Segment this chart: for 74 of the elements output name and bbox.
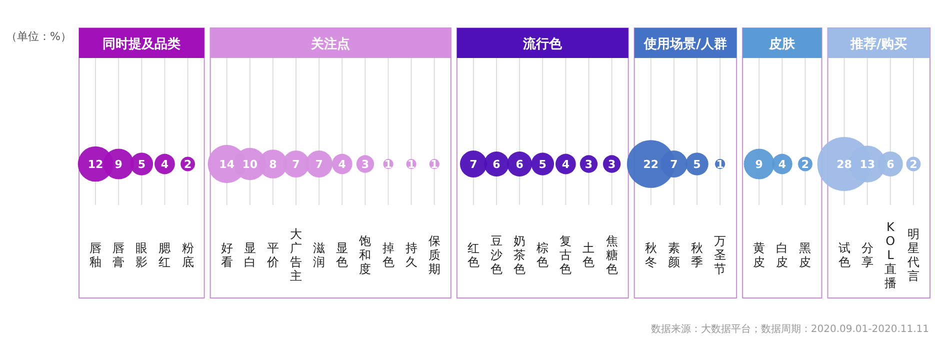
category-label: 黄皮 xyxy=(753,241,766,269)
category-label: 保质期 xyxy=(428,234,440,276)
data-label: 2 xyxy=(184,158,192,171)
data-label: 3 xyxy=(361,158,370,171)
text: 皮肤 xyxy=(768,37,796,52)
data-label: 7 xyxy=(470,158,478,171)
text: 流行色 xyxy=(522,36,564,52)
data-label: 7 xyxy=(670,158,678,171)
category-label: 万圣节 xyxy=(714,234,726,276)
data-label: 7 xyxy=(315,158,323,171)
text: 同时提及品类 xyxy=(102,37,181,52)
data-label: 10 xyxy=(242,158,258,171)
category-label: 豆沙色 xyxy=(490,234,502,276)
data-label: 5 xyxy=(693,158,701,171)
data-label: 4 xyxy=(338,158,346,171)
category-label: 秋季 xyxy=(690,241,703,269)
data-label: 6 xyxy=(492,158,501,171)
category-label: 显白 xyxy=(244,241,256,269)
category-label: 棕色 xyxy=(536,241,549,269)
category-label: 持久 xyxy=(405,241,418,269)
data-label: 13 xyxy=(860,158,876,171)
category-label: 显色 xyxy=(336,241,348,269)
data-label: 1 xyxy=(716,158,724,171)
category-label: 土色 xyxy=(582,241,595,269)
category-label: 黑皮 xyxy=(799,241,812,269)
data-label: 4 xyxy=(160,158,169,171)
data-label: 3 xyxy=(584,158,593,171)
data-label: 6 xyxy=(516,158,524,171)
text: 推荐/购买 xyxy=(850,36,908,52)
category-label: 秋冬 xyxy=(644,241,657,269)
category-label: 素颜 xyxy=(668,241,680,269)
category-label: 平价 xyxy=(266,241,279,269)
category-label: 粉底 xyxy=(182,241,194,269)
data-label: 28 xyxy=(836,158,852,171)
data-label: 3 xyxy=(608,158,616,171)
data-label: 7 xyxy=(292,158,300,171)
category-label: 试色 xyxy=(838,241,850,269)
category-label: KOL直播 xyxy=(884,220,896,290)
data-label: 4 xyxy=(562,158,570,171)
category-label: 掉色 xyxy=(382,241,394,269)
data-label: 2 xyxy=(801,158,810,171)
data-label: 22 xyxy=(643,158,659,171)
text: 关注点 xyxy=(310,36,350,52)
category-label: 饱和度 xyxy=(358,234,372,276)
data-label: 8 xyxy=(269,158,277,171)
category-label: 分享 xyxy=(861,241,874,269)
data-label: 5 xyxy=(538,158,546,171)
category-label: 明星代言 xyxy=(906,227,920,283)
data-label: 1 xyxy=(407,158,416,171)
category-label: 复古色 xyxy=(560,234,572,276)
data-label: 14 xyxy=(219,158,235,171)
category-label: 焦糖色 xyxy=(606,234,618,276)
category-label: 唇釉 xyxy=(90,241,102,269)
category-label: 好看 xyxy=(220,241,233,269)
data-label: 1 xyxy=(430,158,438,171)
text: （单位：%） xyxy=(6,30,72,43)
data-label: 6 xyxy=(886,158,895,171)
category-label: 滋润 xyxy=(313,241,326,269)
source-note: 数据来源：大数据平台；数据周期：2020.09.01-2020.11.11 xyxy=(650,323,929,335)
text: 使用场景/人群 xyxy=(643,37,727,52)
data-label: 4 xyxy=(778,158,786,171)
data-label: 9 xyxy=(755,158,763,171)
category-label: 腮红 xyxy=(158,241,171,269)
category-label: 眼影 xyxy=(136,241,148,269)
category-label: 奶茶色 xyxy=(514,234,526,276)
data-label: 12 xyxy=(88,158,104,171)
data-label: 5 xyxy=(138,158,146,171)
data-label: 2 xyxy=(910,158,918,171)
data-label: 9 xyxy=(114,158,122,171)
category-label: 红色 xyxy=(467,241,480,269)
category-label: 白皮 xyxy=(776,241,788,269)
category-label: 大广告主 xyxy=(290,227,302,283)
category-label: 唇膏 xyxy=(112,241,125,269)
data-label: 1 xyxy=(384,158,392,171)
